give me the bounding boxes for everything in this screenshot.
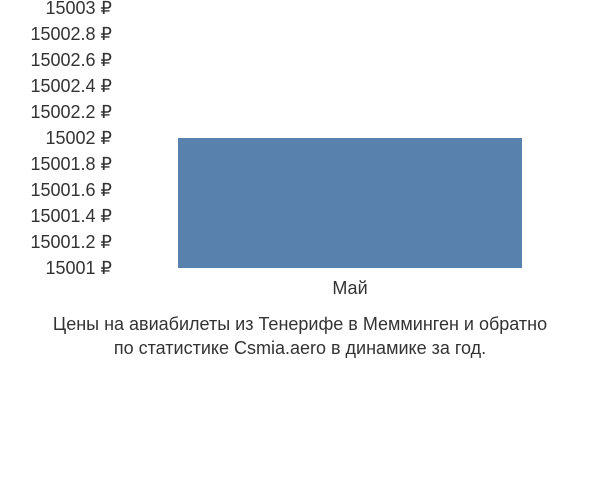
y-tick-label: 15002 ₽ [0,129,120,147]
y-tick-label: 15001 ₽ [0,259,120,277]
y-tick-label: 15001.4 ₽ [0,207,120,225]
bar [178,138,521,268]
y-tick-label: 15002.2 ₽ [0,103,120,121]
y-tick-label: 15003 ₽ [0,0,120,17]
caption-line-2: по статистике Csmia.aero в динамике за г… [0,336,600,360]
y-tick-label: 15002.4 ₽ [0,77,120,95]
y-axis: 15003 ₽15002.8 ₽15002.6 ₽15002.4 ₽15002.… [0,8,120,268]
x-axis-label: Май [290,278,410,299]
y-tick-label: 15002.8 ₽ [0,25,120,43]
y-tick-label: 15001.6 ₽ [0,181,120,199]
y-tick-label: 15002.6 ₽ [0,51,120,69]
y-tick-label: 15001.8 ₽ [0,155,120,173]
y-tick-label: 15001.2 ₽ [0,233,120,251]
plot-area [130,8,570,268]
chart-caption: Цены на авиабилеты из Тенерифе в Мемминг… [0,312,600,361]
caption-line-1: Цены на авиабилеты из Тенерифе в Мемминг… [0,312,600,336]
price-chart: 15003 ₽15002.8 ₽15002.6 ₽15002.4 ₽15002.… [0,8,600,268]
